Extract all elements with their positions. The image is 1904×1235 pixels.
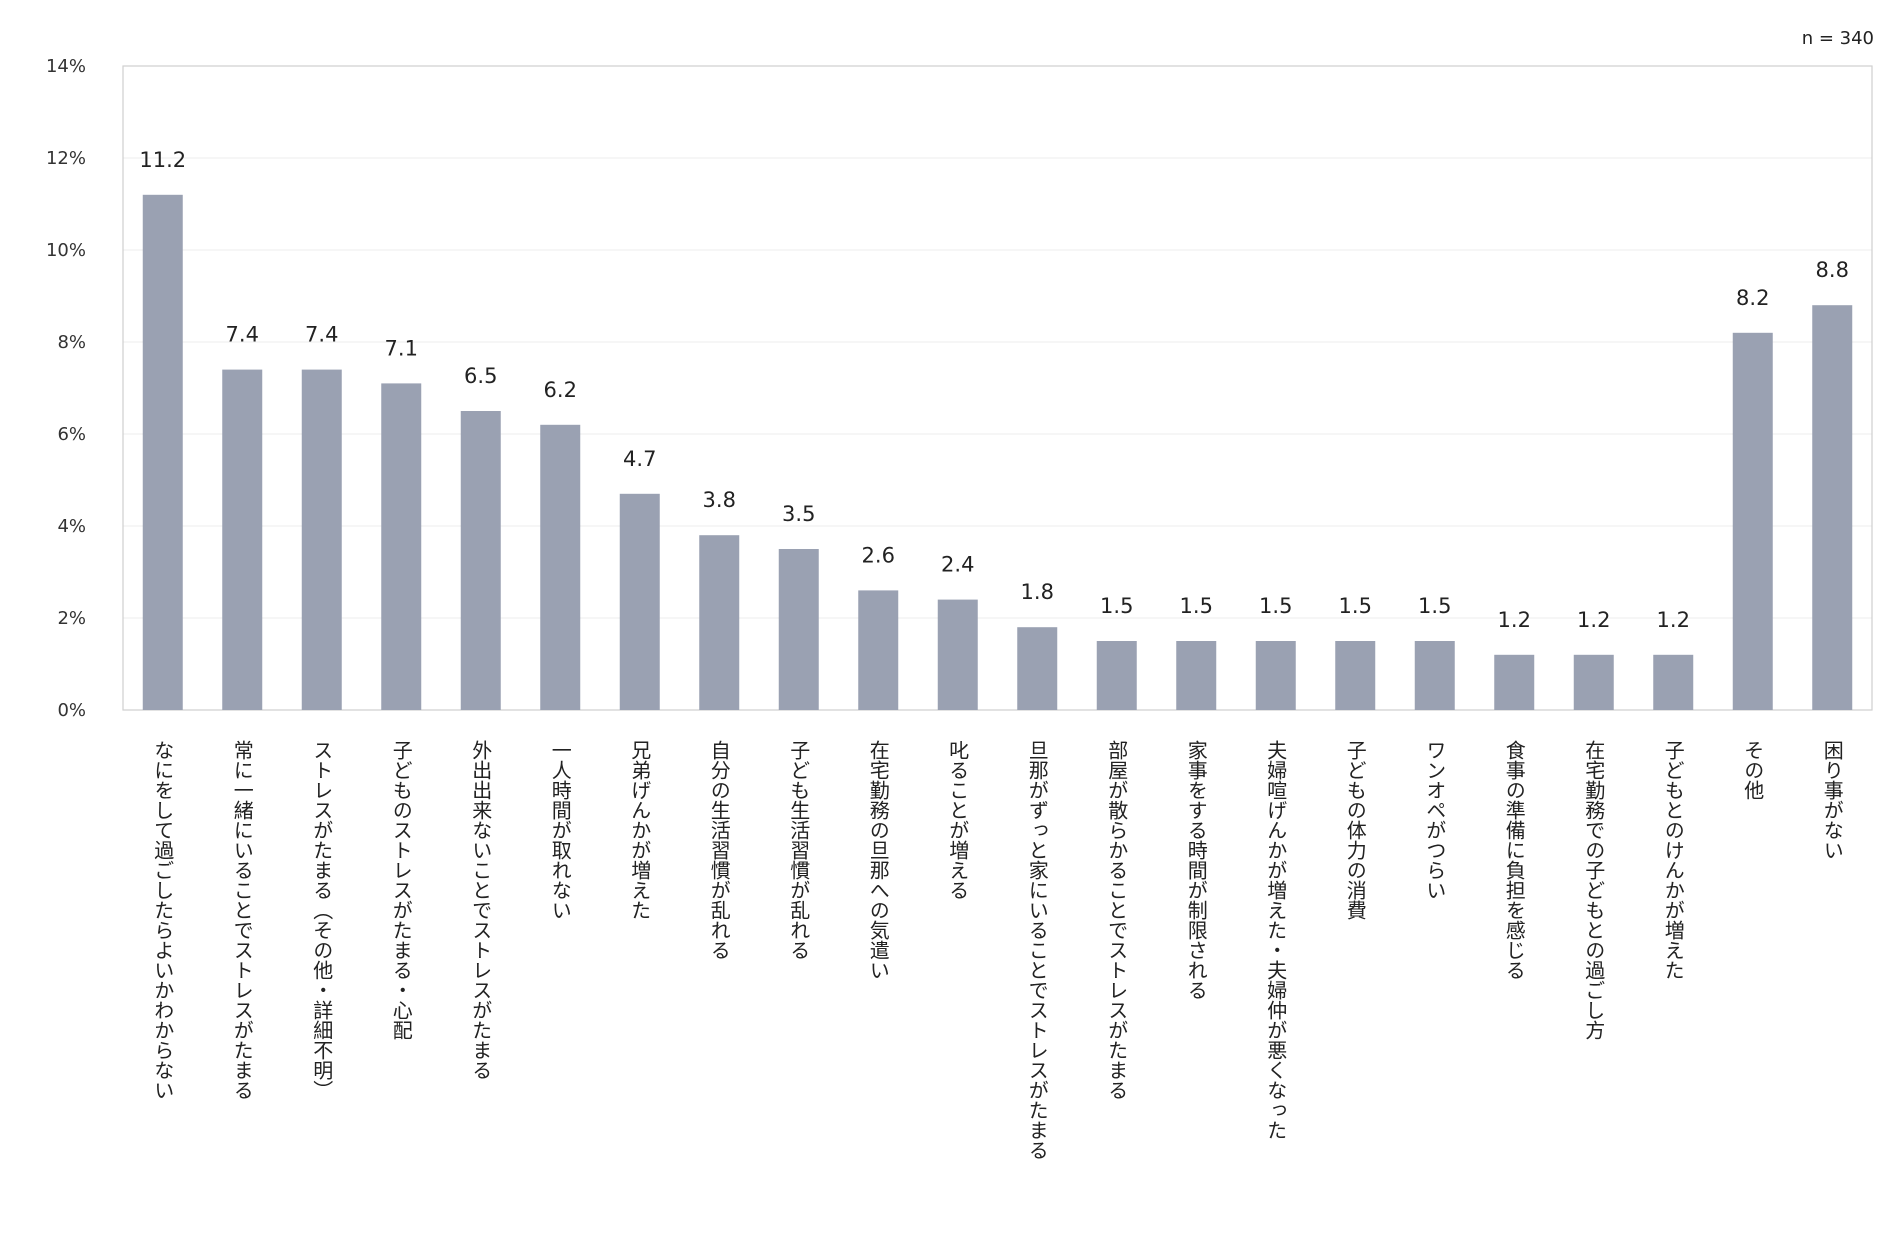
bar (540, 424, 581, 710)
bar (301, 369, 342, 710)
data-label: 2.4 (941, 553, 974, 577)
bar (381, 383, 422, 710)
data-label: 11.2 (139, 148, 186, 172)
plot-frame (122, 65, 1873, 711)
category-label: なにをして過ごしたらよいかわからない (150, 740, 175, 1100)
category-label: その他 (1740, 740, 1765, 800)
data-label: 4.7 (623, 447, 656, 471)
sample-size-note: n = 340 (1801, 28, 1874, 49)
y-tick-label: 10% (46, 240, 86, 261)
bar (1255, 641, 1296, 710)
y-tick-label: 0% (57, 700, 86, 721)
y-tick-label: 14% (46, 56, 86, 77)
category-label: 常に一緒にいることでストレスがたまる (230, 740, 255, 1100)
data-label: 6.2 (544, 378, 577, 402)
category-label: 子どものストレスがたまる・心配 (389, 740, 414, 1040)
category-label: 在宅勤務の旦那への気遣い (866, 740, 891, 980)
bar (699, 535, 740, 710)
y-tick-label: 4% (57, 516, 86, 537)
data-label: 1.2 (1657, 608, 1690, 632)
bar (619, 493, 660, 710)
bar (1335, 641, 1376, 710)
bar (222, 369, 263, 710)
bar (1812, 305, 1853, 710)
data-label: 2.6 (862, 543, 895, 567)
bar (1653, 654, 1694, 710)
bar (858, 590, 899, 710)
category-label: 子どもの体力の消費 (1343, 740, 1368, 920)
data-label: 7.4 (226, 323, 259, 347)
category-label: 食事の準備に負担を感じる (1502, 740, 1527, 980)
bar (1176, 641, 1217, 710)
data-label: 1.2 (1577, 608, 1610, 632)
y-tick-label: 6% (57, 424, 86, 445)
bar (460, 411, 501, 710)
bar (1414, 641, 1455, 710)
y-tick-label: 8% (57, 332, 86, 353)
category-label: 家事をする時間が制限される (1184, 740, 1209, 1000)
category-label: 困り事がない (1820, 740, 1845, 860)
category-label: 子ども生活習慣が乱れる (786, 740, 811, 960)
category-label: ストレスがたまる（その他・詳細不明） (309, 740, 334, 1100)
category-label: 夫婦喧げんかが増えた・夫婦仲が悪くなった (1263, 740, 1288, 1140)
data-label: 6.5 (464, 364, 497, 388)
category-label: 自分の生活習慣が乱れる (707, 740, 732, 960)
data-label: 7.4 (305, 323, 338, 347)
bar (778, 549, 819, 710)
category-label: 旦那がずっと家にいることでストレスがたまる (1025, 740, 1050, 1160)
bar (1017, 627, 1058, 710)
bar (1096, 641, 1137, 710)
category-label: 子どもとのけんかが増えた (1661, 740, 1686, 980)
category-label: 兄弟げんかが増えた (627, 740, 652, 920)
bar (142, 194, 183, 711)
data-label: 3.5 (782, 502, 815, 526)
data-label: 8.8 (1816, 258, 1849, 282)
category-label: 部屋が散らかることでストレスがたまる (1104, 740, 1129, 1100)
bar (1732, 332, 1773, 710)
data-label: 8.2 (1736, 286, 1769, 310)
category-label: 外出出来ないことでストレスがたまる (468, 740, 493, 1080)
category-label: ワンオペがつらい (1422, 740, 1447, 900)
y-tick-label: 2% (57, 608, 86, 629)
data-label: 1.5 (1259, 594, 1292, 618)
data-label: 3.8 (703, 488, 736, 512)
data-label: 1.5 (1180, 594, 1213, 618)
category-label: 在宅勤務での子どもとの過ごし方 (1581, 740, 1606, 1040)
category-label: 一人時間が取れない (548, 740, 573, 920)
data-label: 1.2 (1498, 608, 1531, 632)
bar (937, 599, 978, 710)
data-label: 1.8 (1021, 580, 1054, 604)
bar (1494, 654, 1535, 710)
data-label: 7.1 (385, 336, 418, 360)
data-label: 1.5 (1418, 594, 1451, 618)
y-tick-label: 12% (46, 148, 86, 169)
bar (1573, 654, 1614, 710)
category-label: 叱ることが増える (945, 740, 970, 900)
data-label: 1.5 (1339, 594, 1372, 618)
data-label: 1.5 (1100, 594, 1133, 618)
